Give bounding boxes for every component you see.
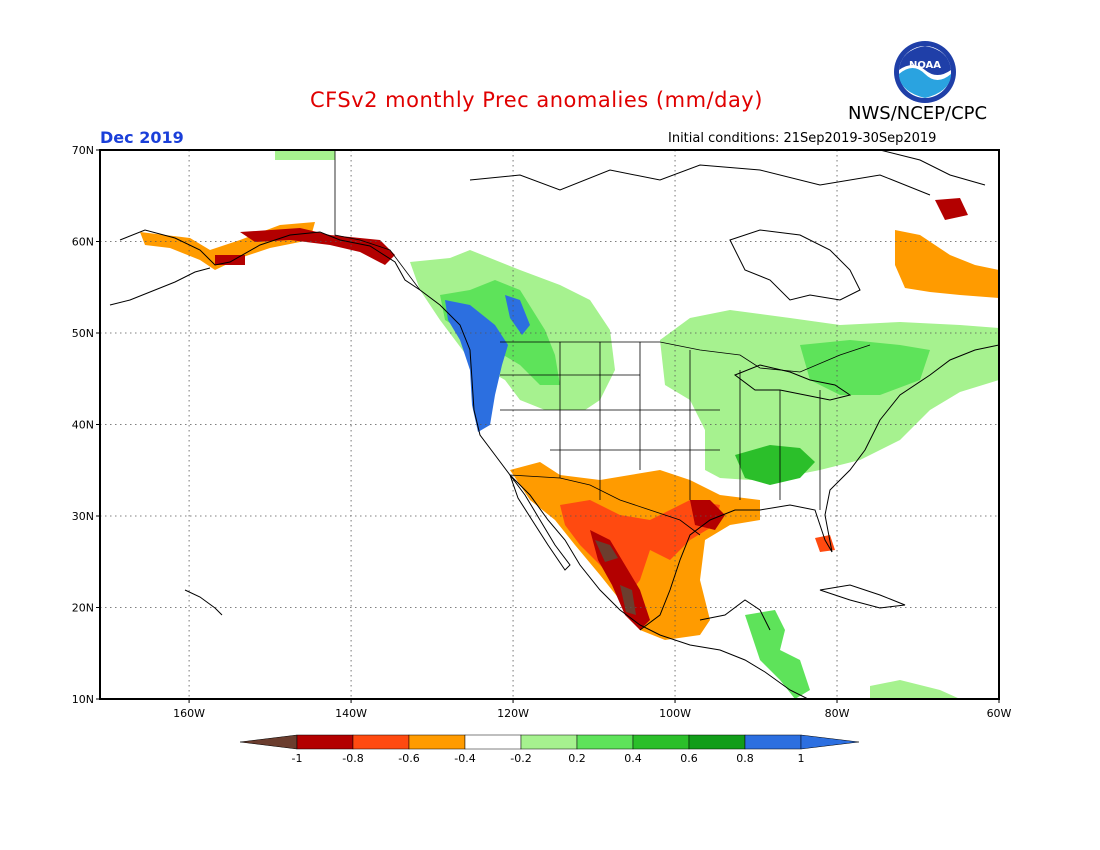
west-coast bbox=[419, 289, 809, 699]
lat-label: 50N bbox=[72, 327, 94, 340]
anomaly-mexico-brown bbox=[595, 540, 636, 615]
lon-label: 80W bbox=[825, 707, 850, 720]
political-borders bbox=[334, 150, 871, 536]
colorbar-label: -0.6 bbox=[398, 752, 419, 765]
greenland-coast bbox=[879, 150, 986, 186]
latitude-labels: 70N 60N 50N 40N 30N 20N 10N bbox=[72, 144, 100, 706]
anomaly-alaska-red bbox=[215, 228, 395, 265]
lat-label: 60N bbox=[72, 236, 94, 249]
colorbar-swatch bbox=[688, 734, 746, 750]
anomaly-arctic-green bbox=[275, 150, 335, 160]
lon-label: 140W bbox=[335, 707, 367, 720]
anomaly-canada-light-green bbox=[660, 310, 999, 480]
anomaly-mexico-red bbox=[560, 500, 720, 600]
colorbar-legend: -1 -0.8 -0.6 -0.4 -0.2 0.2 0.4 0.6 0.8 1 bbox=[239, 734, 860, 765]
agency-label: NWS/NCEP/CPC bbox=[848, 103, 988, 124]
noaa-logo-text: NOAA bbox=[909, 60, 941, 71]
initial-conditions: Initial conditions: 21Sep2019-30Sep2019 bbox=[668, 131, 937, 146]
alaska-canada-border bbox=[334, 150, 421, 291]
hudson-bay bbox=[729, 229, 861, 301]
alaska-coast bbox=[119, 229, 421, 291]
lat-label: 30N bbox=[72, 510, 94, 523]
anomaly-venezuela-green bbox=[870, 680, 960, 699]
colorbar-label: -0.8 bbox=[342, 752, 363, 765]
us-canada-border bbox=[500, 341, 871, 373]
colorbar-max-arrow bbox=[800, 734, 860, 750]
forecast-month: Dec 2019 bbox=[100, 128, 184, 147]
map-layer bbox=[100, 150, 999, 699]
anomaly-texas-coast-red bbox=[690, 500, 725, 530]
lat-label: 10N bbox=[72, 693, 94, 706]
lon-label: 160W bbox=[173, 707, 205, 720]
anomaly-ne-green bbox=[800, 340, 930, 395]
lat-label: 40N bbox=[72, 419, 94, 432]
colorbar-min-arrow bbox=[239, 734, 298, 750]
anomaly-idaho-blue bbox=[505, 295, 530, 335]
aleutians bbox=[109, 267, 211, 306]
colorbar-swatch bbox=[744, 734, 802, 750]
lat-label: 20N bbox=[72, 602, 94, 615]
yucatan bbox=[699, 599, 771, 631]
colorbar-label: 0.4 bbox=[624, 752, 642, 765]
gulf-coast bbox=[639, 344, 999, 631]
arctic-islands bbox=[469, 164, 931, 196]
colorbar-swatch bbox=[464, 734, 522, 750]
map-title: CFSv2 monthly Prec anomalies (mm/day) bbox=[310, 88, 763, 112]
state-lines bbox=[500, 342, 821, 510]
colorbar-label: -0.4 bbox=[454, 752, 475, 765]
hawaii bbox=[184, 589, 223, 616]
colorbar-label: 0.8 bbox=[736, 752, 754, 765]
colorbar-swatch bbox=[576, 734, 634, 750]
lon-label: 100W bbox=[659, 707, 691, 720]
colorbar-swatch bbox=[352, 734, 410, 750]
colorbar-label: 0.6 bbox=[680, 752, 698, 765]
lon-label: 60W bbox=[987, 707, 1012, 720]
colorbar-swatch bbox=[520, 734, 578, 750]
colorbar-label: -1 bbox=[292, 752, 303, 765]
noaa-logo-icon: NOAA bbox=[894, 41, 956, 103]
colorbar-swatch bbox=[296, 734, 354, 750]
baja-california bbox=[509, 474, 571, 571]
anomaly-caribbean-green bbox=[745, 610, 810, 699]
colorbar-swatch bbox=[408, 734, 466, 750]
colorbar-label: -0.2 bbox=[510, 752, 531, 765]
anomaly-labrador-orange bbox=[895, 230, 999, 298]
colorbar-label: 0.2 bbox=[568, 752, 586, 765]
colorbar-swatch bbox=[632, 734, 690, 750]
anomaly-ohio-valley-green bbox=[735, 445, 815, 485]
graticule bbox=[100, 150, 999, 699]
lon-label: 120W bbox=[497, 707, 529, 720]
lat-label: 70N bbox=[72, 144, 94, 157]
cuba bbox=[819, 584, 906, 609]
longitude-labels: 160W 140W 120W 100W 80W 60W bbox=[173, 699, 1012, 720]
anomaly-greenland-red bbox=[935, 198, 968, 220]
colorbar-label: 1 bbox=[798, 752, 805, 765]
anomaly-fills bbox=[140, 150, 999, 699]
